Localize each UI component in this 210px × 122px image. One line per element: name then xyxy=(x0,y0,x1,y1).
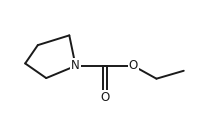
Text: O: O xyxy=(100,91,110,104)
Text: N: N xyxy=(71,59,80,72)
Text: O: O xyxy=(129,59,138,72)
